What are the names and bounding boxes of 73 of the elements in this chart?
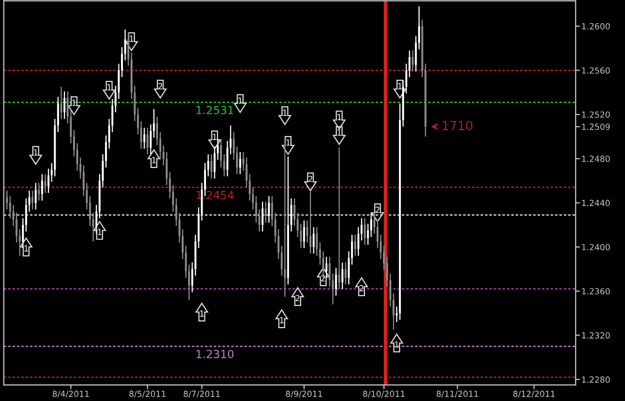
x-tick-label: 8/4/2011: [52, 390, 89, 398]
y-tick-label: 1.2600: [582, 23, 610, 30]
candlestick: [41, 174, 44, 202]
text: 2: [308, 176, 312, 182]
text: 1: [130, 36, 134, 42]
y-tick-label: 1.2509: [582, 124, 610, 130]
ref-line-label: 1.2310: [196, 350, 234, 358]
candlestick: [28, 190, 30, 212]
candlestick: [262, 201, 264, 232]
text: 1: [24, 245, 28, 252]
series-label: 2: [296, 294, 300, 302]
y-tick-label: 1.2400: [582, 244, 610, 250]
text: 2: [321, 275, 326, 282]
text: 1: [337, 114, 342, 120]
text: 1: [286, 139, 290, 146]
candlestick: [335, 267, 337, 296]
series-label: 1: [337, 129, 342, 136]
candlestick: [303, 220, 306, 249]
candlestick: [332, 272, 334, 305]
candlestick: [338, 147, 340, 290]
candlestick: [268, 196, 270, 224]
x-tick-label: 8/10/2011: [363, 390, 405, 398]
candlestick: [309, 191, 312, 254]
y-tick-label: 1.2480: [582, 156, 610, 162]
candlestick: [210, 154, 212, 180]
candlestick: [325, 256, 328, 278]
y-tick-label: 1.2280: [582, 376, 610, 383]
candlestick: [32, 190, 34, 210]
candlestick: [239, 151, 242, 175]
candlestick: [312, 226, 315, 254]
text: 1: [34, 149, 38, 156]
text: 1: [394, 341, 399, 348]
text: 1: [280, 317, 284, 324]
x-tick-label: 8/12/2011: [513, 390, 555, 398]
text: 1: [398, 83, 402, 90]
candlestick: [146, 127, 148, 155]
text: 2: [158, 83, 162, 90]
candlestick: [344, 262, 347, 286]
candlestick: [66, 90, 69, 124]
x-tick-label: 8/9/2011: [286, 390, 322, 398]
x-tick-label: 8/5/2011: [129, 390, 166, 398]
candlestick: [143, 127, 146, 150]
annotation: 1710: [442, 120, 472, 130]
y-tick-label: 1.2440: [582, 200, 610, 206]
x-tick-label: 8/11/2011: [436, 390, 478, 398]
text: 1: [283, 110, 287, 116]
text: 2: [376, 206, 380, 213]
ref-line-label: 1.2531: [196, 106, 234, 114]
series-label: 1: [72, 100, 76, 106]
x-tick-label: 8/7/2011: [184, 390, 220, 398]
candlestick: [284, 139, 286, 298]
text: 1: [98, 228, 102, 235]
candlestick: [34, 182, 37, 210]
text: 1: [107, 84, 112, 90]
candlestick: [341, 262, 344, 290]
candlestick: [63, 90, 66, 120]
candlestick: [300, 223, 302, 249]
text: 1: [238, 97, 242, 104]
point: [390, 334, 404, 352]
y-tick-label: 1.2560: [582, 67, 610, 74]
candlestick: [258, 208, 260, 232]
candlestick: [328, 256, 331, 288]
y-tick-label: 1.2360: [582, 288, 610, 294]
y-tick-label: 1.2320: [582, 332, 610, 339]
y-tick-label: 1.2520: [582, 111, 610, 118]
text: 1: [212, 134, 216, 140]
text: 2: [360, 285, 364, 292]
candlestick: [271, 196, 274, 227]
candlestick: [38, 182, 40, 202]
text: 1: [152, 157, 156, 164]
candlestick: [412, 50, 414, 72]
candlestick: [354, 234, 356, 256]
text: 1: [200, 310, 204, 317]
